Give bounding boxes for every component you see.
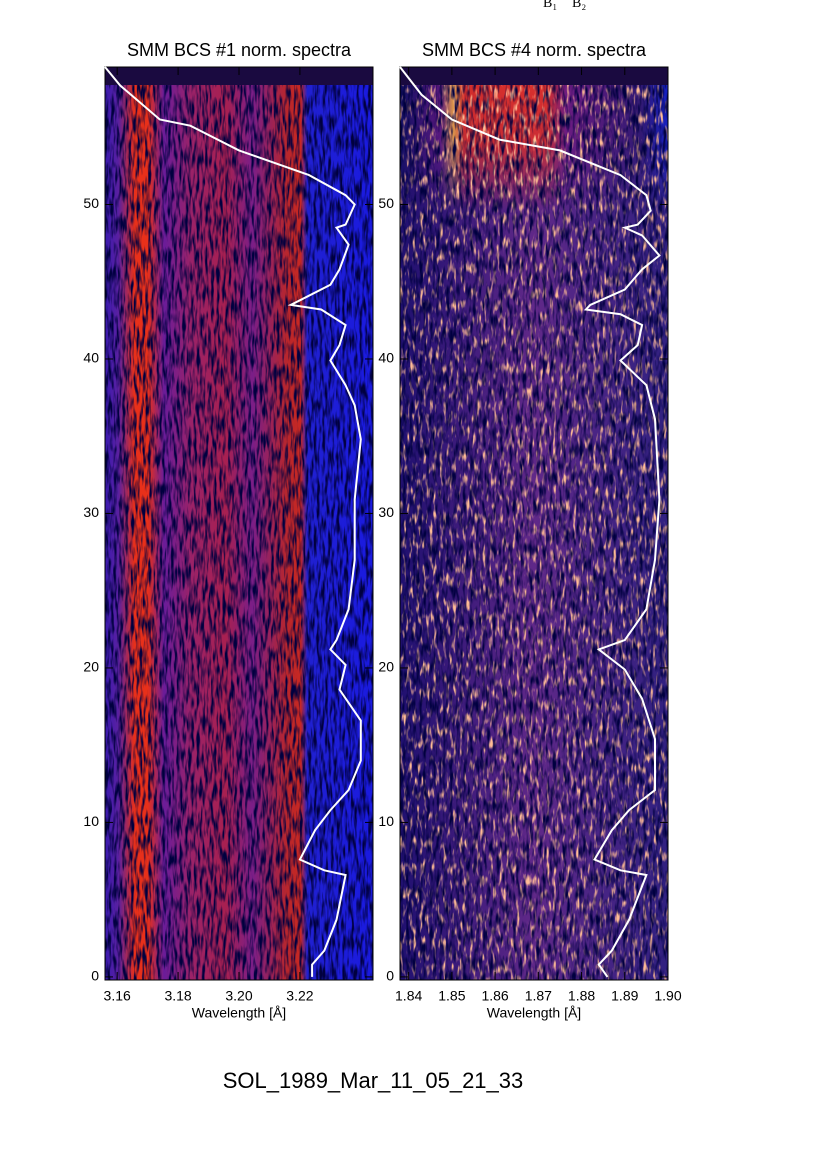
line-series (399, 66, 661, 978)
x-tick-label: 3.18 (164, 988, 191, 1004)
y-tick-label: 0 (386, 968, 394, 984)
y-tick-label: 10 (378, 813, 394, 829)
y-tick-label: 50 (378, 195, 394, 211)
x-tick-label: 1.90 (654, 988, 681, 1004)
x-tick-label: 1.84 (395, 988, 422, 1004)
x-axis-label: Wavelength [Å] (487, 1005, 581, 1021)
y-tick-label: 10 (83, 813, 99, 829)
y-tick-label: 30 (378, 504, 394, 520)
top-label: B₂ (572, 0, 586, 11)
x-tick-label: 1.85 (438, 988, 465, 1004)
y-tick-label: 20 (83, 659, 99, 675)
top-label: B₁ (543, 0, 557, 11)
chart-title: SMM BCS #4 norm. spectra (422, 40, 647, 60)
x-tick-label: 3.22 (286, 988, 313, 1004)
y-tick-label: 40 (83, 350, 99, 366)
x-tick-label: 1.89 (611, 988, 638, 1004)
y-tick-label: 20 (378, 659, 394, 675)
footer: SOL_1989_Mar_11_05_21_33 (223, 1068, 524, 1093)
y-tick-label: 0 (91, 968, 99, 984)
chart-title: SMM BCS #1 norm. spectra (127, 40, 352, 60)
x-tick-label: 1.86 (481, 988, 508, 1004)
x-tick-label: 1.88 (568, 988, 595, 1004)
x-tick-label: 3.20 (225, 988, 252, 1004)
x-tick-label: 3.16 (104, 988, 131, 1004)
x-axis-label: Wavelength [Å] (192, 1005, 286, 1021)
plot-frame (399, 66, 669, 981)
x-tick-label: 1.87 (525, 988, 552, 1004)
panel-2-image (400, 67, 668, 980)
y-tick-label: 50 (83, 195, 99, 211)
y-tick-label: 40 (378, 350, 394, 366)
plot-frame (104, 66, 374, 981)
line-series (104, 66, 362, 977)
panel-1-image (105, 67, 373, 980)
y-tick-label: 30 (83, 504, 99, 520)
